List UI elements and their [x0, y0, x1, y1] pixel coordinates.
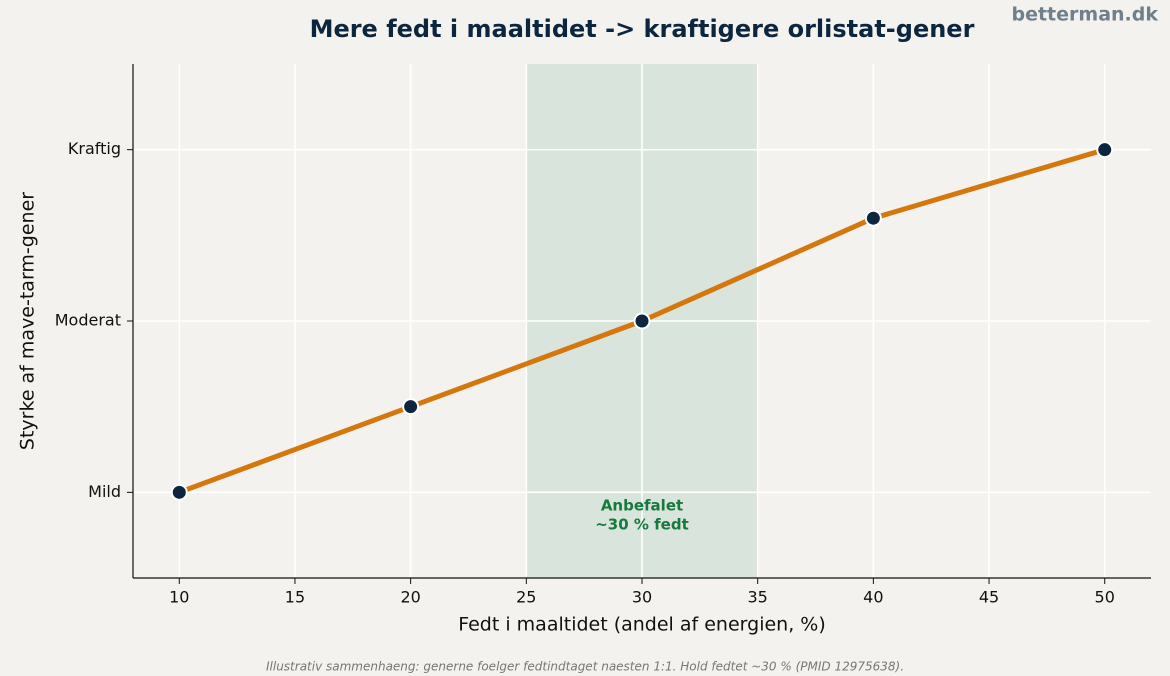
x-tick-label: 30	[632, 588, 652, 607]
point	[170, 483, 188, 501]
y-axis-label: Styrke af mave-tarm-gener	[17, 192, 39, 450]
point	[1096, 141, 1114, 159]
y-tick-label: Mild	[88, 482, 121, 501]
y-tick-label: Moderat	[55, 311, 121, 330]
point	[864, 209, 882, 227]
x-tick-label: 10	[169, 588, 189, 607]
x-tick-label: 25	[516, 588, 536, 607]
region-label: Anbefalet	[601, 497, 683, 515]
x-tick-label: 50	[1095, 588, 1115, 607]
region-label: ~30 % fedt	[595, 516, 689, 534]
x-tick-label: 20	[400, 588, 420, 607]
footnote: Illustrativ sammenhaeng: generne foelger…	[266, 660, 904, 674]
x-tick-label: 15	[285, 588, 305, 607]
x-tick-label: 35	[748, 588, 768, 607]
chart-title: Mere fedt i maaltidet -> kraftigere orli…	[310, 15, 975, 43]
y-tick-label: Kraftig	[68, 139, 121, 158]
x-tick-label: 40	[863, 588, 883, 607]
watermark: betterman.dk	[1011, 4, 1158, 26]
x-tick-label: 45	[979, 588, 999, 607]
point	[402, 398, 420, 416]
point	[633, 312, 651, 330]
x-axis-label: Fedt i maaltidet (andel af energien, %)	[458, 614, 826, 636]
